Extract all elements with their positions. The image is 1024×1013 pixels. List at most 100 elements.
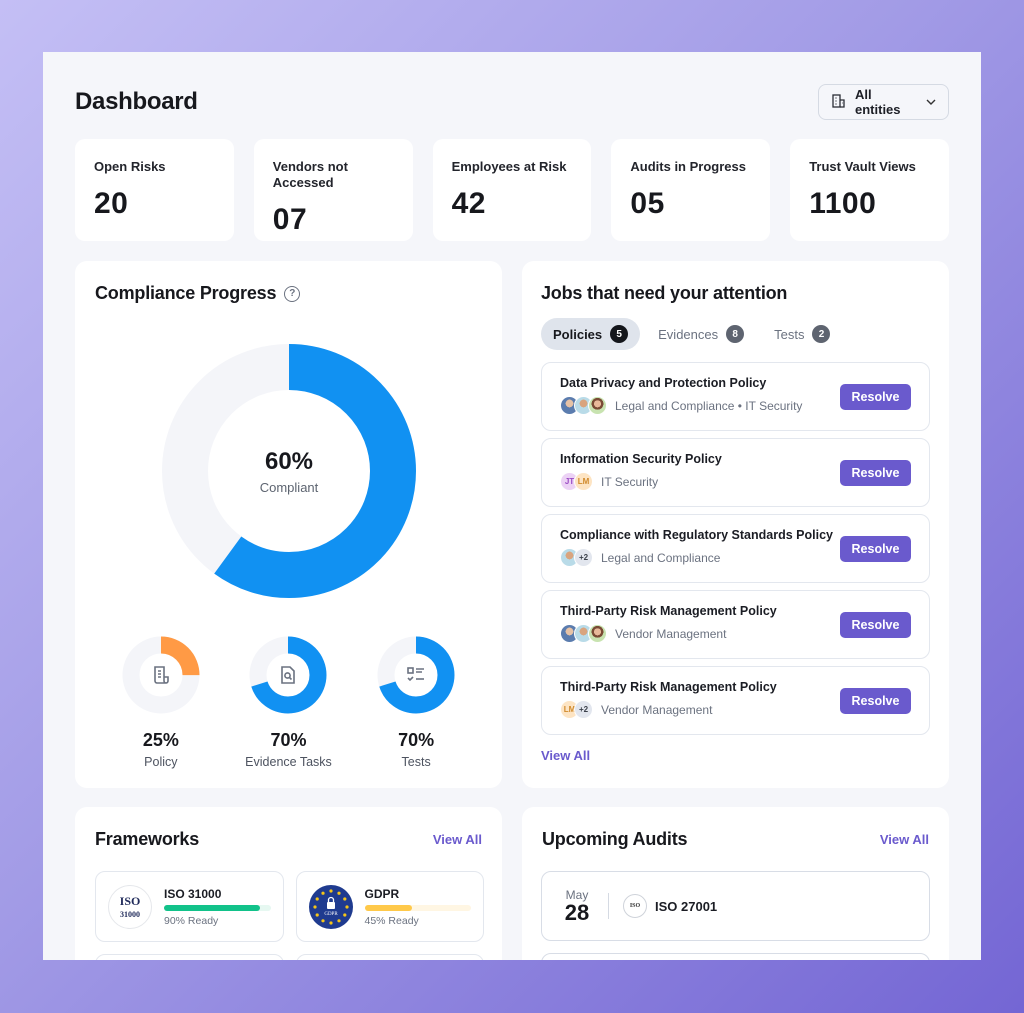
compliance-breakdown: 25% Policy 70% Evidence Tasks [75, 636, 502, 769]
breakdown-tests[interactable]: 70% Tests [356, 636, 476, 769]
stat-label: Audits in Progress [630, 159, 746, 174]
job-department: Vendor Management [615, 626, 727, 641]
count-badge: 2 [812, 325, 831, 343]
test-checklist-icon [377, 636, 455, 714]
compliance-donut-chart [162, 344, 416, 598]
resolve-button[interactable]: Resolve [840, 612, 911, 638]
jobs-view-all-link[interactable]: View All [541, 748, 591, 763]
audit-name: ISO 27001 [655, 898, 718, 914]
framework-progress-bar [164, 904, 271, 911]
iso-logo-icon: ISO [623, 894, 647, 918]
entity-select-label: All entities [855, 87, 901, 117]
tests-percent: 70% [398, 730, 435, 750]
job-list: Data Privacy and Protection Policy Legal… [541, 362, 930, 735]
job-item[interactable]: Third-Party Risk Management Policy Vendo… [541, 590, 930, 659]
framework-item-iso-31000[interactable]: ISO 31000 ISO 31000 90% Ready [95, 871, 284, 942]
job-name: Third-Party Risk Management Policy [560, 680, 777, 694]
tab-label: Policies [553, 326, 603, 342]
count-badge: 8 [726, 325, 745, 343]
entity-select[interactable]: All entities [818, 84, 949, 120]
stat-value: 42 [451, 187, 486, 220]
audits-title: Upcoming Audits [542, 829, 688, 849]
compliance-label: Compliant [259, 479, 319, 495]
stat-open-risks[interactable]: Open Risks 20 [75, 139, 234, 241]
policy-label: Policy [144, 755, 178, 769]
audit-day: 28 [564, 900, 590, 925]
stat-value: 07 [272, 203, 308, 236]
job-department: Vendor Management [601, 702, 713, 717]
compliance-title-text: Compliance Progress [95, 283, 277, 303]
job-department: Legal and Compliance • IT Security [615, 398, 803, 413]
resolve-button[interactable]: Resolve [840, 384, 911, 410]
audit-item[interactable]: May 28 ISO ISO 27001 [541, 871, 930, 941]
audit-date: May 28 [562, 888, 592, 924]
resolve-button[interactable]: Resolve [840, 460, 911, 486]
job-department: IT Security [601, 474, 659, 489]
job-name: Data Privacy and Protection Policy [560, 376, 767, 390]
job-name: Third-Party Risk Management Policy [560, 604, 777, 618]
job-item[interactable]: Data Privacy and Protection Policy Legal… [541, 362, 930, 431]
evidence-donut [249, 636, 327, 714]
tab-evidences[interactable]: Evidences 8 [646, 318, 756, 350]
tab-policies[interactable]: Policies 5 [541, 318, 641, 350]
stat-label: Trust Vault Views [809, 159, 916, 174]
policy-donut [122, 636, 200, 714]
jobs-tabs: Policies 5 Evidences 8 Tests 2 [541, 318, 842, 350]
assignee-avatars: +2 [560, 548, 593, 567]
stat-trust-vault-views[interactable]: Trust Vault Views 1100 [790, 139, 949, 241]
tests-label: Tests [401, 755, 431, 769]
gdpr-logo-icon: GDPR [308, 884, 353, 929]
stat-vendors-not-accessed[interactable]: Vendors not Accessed 07 [253, 139, 413, 241]
job-item[interactable]: Third-Party Risk Management Policy LM +2… [541, 666, 930, 735]
assignee-avatars: LM +2 [560, 700, 593, 719]
help-icon[interactable]: ? [284, 285, 301, 302]
divider [608, 893, 609, 919]
tab-tests[interactable]: Tests 2 [762, 318, 842, 350]
framework-name: GDPR [364, 886, 400, 901]
avatar [588, 396, 607, 415]
frameworks-grid: ISO 31000 ISO 31000 90% Ready [95, 871, 484, 960]
job-department: Legal and Compliance [601, 550, 721, 565]
audits-view-all-link[interactable]: View All [879, 832, 929, 847]
stat-employees-at-risk[interactable]: Employees at Risk 42 [432, 139, 592, 241]
evidence-label: Evidence Tasks [245, 755, 332, 769]
framework-item-partial[interactable] [95, 954, 284, 960]
framework-item-partial[interactable] [295, 954, 484, 960]
stat-value: 05 [630, 187, 665, 220]
frameworks-card: Frameworks View All ISO 31000 ISO 31000 … [75, 807, 502, 960]
resolve-button[interactable]: Resolve [840, 688, 911, 714]
assignee-avatars [560, 624, 607, 643]
jobs-title: Jobs that need your attention [541, 283, 788, 303]
avatar-initials: LM [574, 472, 593, 491]
resolve-button[interactable]: Resolve [840, 536, 911, 562]
avatar-more-count: +2 [574, 700, 593, 719]
framework-name: ISO 31000 [164, 886, 222, 901]
breakdown-policy[interactable]: 25% Policy [101, 636, 221, 769]
audit-month: May [565, 888, 589, 902]
frameworks-view-all-link[interactable]: View All [432, 832, 482, 847]
breakdown-evidence-tasks[interactable]: 70% Evidence Tasks [228, 636, 348, 769]
avatar-more-count: +2 [574, 548, 593, 567]
svg-text:GDPR: GDPR [324, 912, 338, 917]
page-title: Dashboard [75, 88, 198, 115]
framework-progress-bar [364, 904, 471, 911]
compliance-title: Compliance Progress ? [95, 283, 301, 304]
policy-percent: 25% [142, 730, 179, 750]
audit-item-partial[interactable] [541, 953, 930, 960]
job-item[interactable]: Information Security Policy JT LM IT Sec… [541, 438, 930, 507]
job-item[interactable]: Compliance with Regulatory Standards Pol… [541, 514, 930, 583]
stat-value: 20 [94, 187, 129, 220]
stat-value: 1100 [809, 187, 877, 220]
building-icon [831, 93, 847, 112]
tab-label: Tests [774, 326, 805, 342]
framework-item-gdpr[interactable]: GDPR GDPR 45% Ready [295, 871, 484, 942]
stat-audits-in-progress[interactable]: Audits in Progress 05 [611, 139, 771, 241]
stat-label: Employees at Risk [451, 159, 567, 174]
assignee-avatars [560, 396, 607, 415]
stat-label: Vendors not Accessed [272, 159, 348, 190]
iso-logo-icon: ISO 31000 [108, 884, 152, 929]
framework-ready: 45% Ready [364, 914, 419, 927]
job-name: Information Security Policy [560, 452, 722, 466]
avatar [588, 624, 607, 643]
jobs-attention-card: Jobs that need your attention Policies 5… [522, 261, 949, 788]
